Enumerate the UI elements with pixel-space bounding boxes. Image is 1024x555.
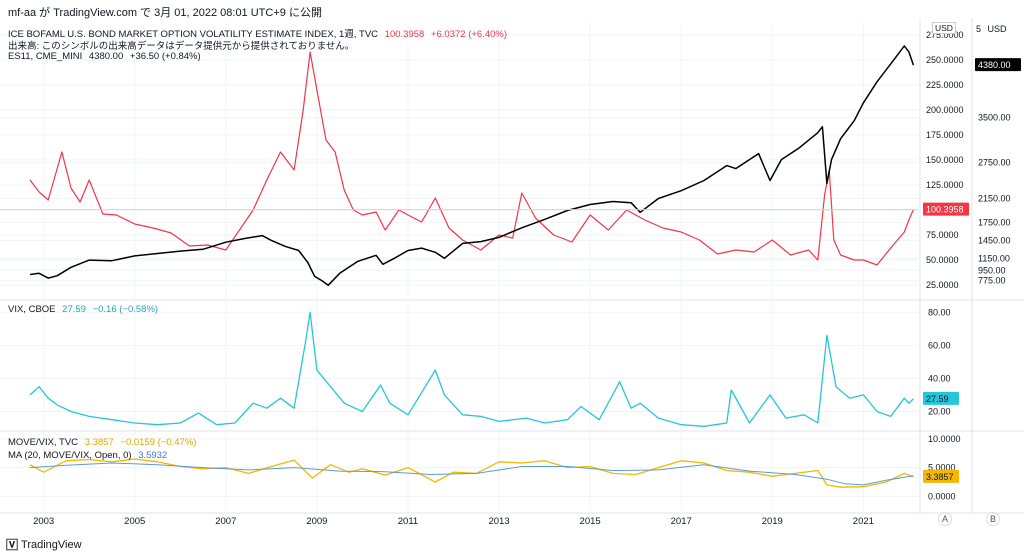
move-y-tick-label: 75.0000 (926, 230, 959, 240)
es-series-line (29, 45, 915, 286)
ratio-price-tag: 3.3857 (926, 472, 954, 482)
x-tick-label: 2009 (306, 516, 327, 527)
vix-y-tick-label: 80.00 (928, 307, 951, 317)
vix-price-tag: 27.59 (926, 394, 949, 404)
ratio-y-tick-label: 5.0000 (928, 463, 956, 473)
x-tick-label: 2021 (853, 516, 874, 527)
legend-vix-value: 27.59 (62, 304, 86, 315)
es-y-tick-label: 2150.00 (978, 193, 1011, 203)
legend-es-label: ES11, CME_MINI (8, 51, 83, 62)
vix-price-tag-bg (923, 391, 959, 405)
x-tick-label: 2015 (580, 516, 601, 527)
legend-vix: VIX, CBOE 27.59 −0.16 (−0.58%) (8, 304, 158, 315)
es-y-tick-label: 775.00 (978, 276, 1006, 286)
vix-series-line (29, 311, 914, 427)
es-y-tick-label: 1750.00 (978, 217, 1011, 227)
es-price-tag: 4380.00 (978, 60, 1011, 70)
es-y-tick-label: 950.00 (978, 265, 1006, 275)
right-axis-marker: 5 USD (976, 24, 1007, 34)
ma-series-line (29, 462, 914, 486)
move-y-tick-label: 25.0000 (926, 280, 959, 290)
move-y-tick-label: 275.0000 (926, 30, 964, 40)
move-y-tick-label: 150.0000 (926, 155, 964, 165)
publish-header: mf-aa が TradingView.com で 3月 01, 2022 08… (0, 0, 1024, 22)
es-y-tick-label: 1450.00 (978, 235, 1011, 245)
move-y-tick-label: 175.0000 (926, 130, 964, 140)
x-tick-label: 2011 (398, 516, 418, 527)
x-tick-label: 2005 (124, 516, 145, 527)
move-price-tag: 100.3958 (926, 205, 964, 215)
legend-volume-note: 出来高: このシンボルの出来高データはデータ提供元から提供されておりません。 (8, 41, 355, 52)
legend-es-value: 4380.00 (88, 51, 124, 62)
tradingview-logo-icon: 🅅 (6, 538, 18, 552)
legend-ratio-label: MOVE/VIX, TVC (8, 437, 79, 448)
legend-move-value: 100.3958 (384, 29, 425, 40)
x-tick-label: 2007 (215, 516, 236, 527)
legend-ratio: MOVE/VIX, TVC 3.3857 −0.0159 (−0.47%) (8, 437, 196, 448)
brand-name: TradingView (21, 538, 82, 551)
ratio-y-tick-label: 0.0000 (928, 491, 956, 501)
vix-y-tick-label: 40.00 (928, 373, 951, 383)
move-price-tag-bg (923, 202, 969, 216)
legend-vix-change: −0.16 (−0.58%) (92, 304, 159, 315)
move-y-tick-label: 250.0000 (926, 55, 964, 65)
move-y-tick-label: 50.0000 (926, 255, 959, 265)
auto-scale-button[interactable]: A (938, 512, 952, 526)
chart-canvas[interactable]: 2003 2005 2007 2009 2011 2013 2015 2017 2019 2021… (0, 18, 1024, 533)
legend-move-label: ICE BOFAML U.S. BOND MARKET OPTION VOLAT… (8, 29, 379, 40)
es-y-tick-label: 2750.00 (978, 158, 1011, 168)
right-axis-number: 5 (976, 24, 982, 34)
x-tick-label: 2013 (488, 516, 509, 527)
ratio-y-tick-label: 10.0000 (928, 434, 961, 444)
publish-header-text: mf-aa が TradingView.com で 3月 01, 2022 08… (8, 7, 322, 19)
move-y-tick-label: 125.0000 (926, 180, 964, 190)
legend-vix-label: VIX, CBOE (8, 304, 56, 315)
x-tick-label: 2003 (33, 516, 54, 527)
ratio-price-tag-bg (923, 469, 959, 483)
legend-ratio-value: 3.3857 (84, 437, 114, 448)
legend-ma-value: 3.5932 (138, 450, 168, 461)
legend-es-change: +36.50 (+0.84%) (129, 51, 201, 62)
legend-ma-label: MA (20, MOVE/VIX, Open, 0) (8, 450, 132, 461)
x-tick-label: 2017 (671, 516, 692, 527)
legend-es: ES11, CME_MINI 4380.00 +36.50 (+0.84%) (8, 51, 201, 62)
right-axis-unit: USD (987, 24, 1007, 34)
vix-y-tick-label: 60.00 (928, 340, 951, 350)
scale-b-button[interactable]: B (986, 512, 1000, 526)
es-y-tick-label: 3500.00 (978, 113, 1011, 123)
legend-move: ICE BOFAML U.S. BOND MARKET OPTION VOLAT… (8, 26, 507, 40)
move-series-line (29, 51, 914, 266)
brand[interactable]: 🅅 TradingView (6, 536, 82, 553)
es-price-tag-bg (975, 58, 1021, 72)
move-y-tick-label: 200.0000 (926, 105, 964, 115)
es-y-tick-label: 1150.00 (978, 253, 1010, 263)
vix-y-tick-label: 20.00 (928, 406, 951, 416)
legend-ma: MA (20, MOVE/VIX, Open, 0) 3.5932 (8, 450, 167, 461)
legend-ratio-change: −0.0159 (−0.47%) (120, 437, 197, 448)
left-axis-unit[interactable]: USD (932, 22, 956, 34)
legend-move-change: +6.0372 (+6.40%) (430, 29, 508, 40)
x-tick-label: 2019 (762, 516, 783, 527)
move-y-tick-label: 225.0000 (926, 80, 964, 90)
